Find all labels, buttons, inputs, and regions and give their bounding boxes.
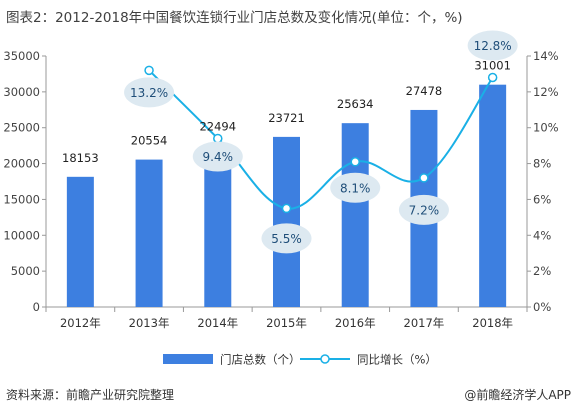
legend-label-bar: 门店总数（个） — [220, 353, 301, 367]
y-tick-right: 12% — [533, 85, 559, 99]
line-point — [487, 72, 498, 83]
x-tick-label: 2016年 — [335, 316, 376, 330]
line-point — [281, 203, 292, 214]
bar — [204, 145, 232, 307]
legend: 门店总数（个） 同比增长（%） — [163, 353, 437, 367]
line-point — [350, 157, 360, 167]
y-tick-left: 10000 — [3, 228, 40, 242]
y-tick-left: 35000 — [3, 49, 40, 63]
growth-bubble — [124, 77, 175, 108]
chart-title: 图表2：2012-2018年中国餐饮连锁行业门店总数及变化情况(单位：个，%) — [6, 10, 463, 26]
growth-line — [148, 69, 494, 210]
bar — [341, 123, 369, 307]
x-tick-label: 2012年 — [60, 316, 101, 330]
x-tick-label: 2017年 — [404, 316, 445, 330]
credit-note: @前瞻经济学人APP — [464, 388, 571, 402]
line-point — [144, 65, 154, 76]
legend-label-line: 同比增长（%） — [357, 353, 437, 367]
y-tick-left: 20000 — [3, 157, 40, 171]
growth-bubble — [467, 30, 518, 61]
y-tick-right: 2% — [533, 264, 551, 278]
y-tick-right: 6% — [533, 192, 551, 206]
data-labels: 18153 20554 22494 23721 25634 27478 31001 13.2%… — [62, 30, 518, 254]
bar — [273, 136, 300, 307]
bar — [479, 84, 507, 307]
growth-value-label: 8.1% — [340, 181, 371, 195]
growth-bubble — [398, 194, 449, 225]
axes: 0 5000 10000 15000 20000 25000 30000 35000 0% 2% 4… — [3, 49, 558, 330]
y-tick-left: 30000 — [3, 85, 40, 99]
growth-bubble — [192, 141, 243, 172]
x-tick-label: 2015年 — [266, 316, 307, 330]
bar-value-label: 27478 — [406, 84, 443, 98]
growth-value-label: 5.5% — [271, 232, 302, 246]
bar-value-label: 20554 — [131, 134, 168, 148]
x-tick-label: 2018年 — [472, 316, 513, 330]
bar-value-label: 23721 — [268, 111, 305, 125]
y-tick-left: 5000 — [11, 264, 40, 278]
x-tick-label: 2014年 — [197, 316, 238, 330]
growth-value-label: 12.8% — [474, 39, 512, 53]
bar — [66, 176, 94, 307]
bar-value-label: 22494 — [199, 120, 236, 134]
legend-swatch-bar — [163, 354, 213, 364]
line-series — [144, 65, 498, 214]
growth-value-label: 7.2% — [409, 203, 440, 217]
y-tick-right: 4% — [533, 228, 551, 242]
line-point — [213, 133, 223, 144]
y-tick-right: 8% — [533, 157, 551, 171]
line-point — [419, 173, 429, 183]
y-tick-right: 10% — [533, 121, 559, 135]
bar-value-label: 31001 — [474, 59, 511, 73]
y-tick-left: 0 — [33, 300, 40, 314]
growth-bubble — [261, 223, 312, 254]
y-tick-left: 25000 — [3, 121, 40, 135]
bar-value-label: 18153 — [62, 151, 99, 165]
bar-value-label: 25634 — [337, 97, 374, 111]
x-tick-label: 2013年 — [129, 316, 170, 330]
y-tick-left: 15000 — [3, 192, 40, 206]
growth-value-label: 13.2% — [130, 86, 168, 100]
growth-bubble — [330, 172, 381, 203]
bar — [135, 159, 163, 307]
y-tick-right: 0% — [533, 300, 551, 314]
source-note: 资料来源：前瞻产业研究院整理 — [6, 388, 175, 402]
growth-value-label: 9.4% — [203, 150, 234, 164]
legend-swatch-marker — [320, 354, 330, 364]
y-tick-right: 14% — [533, 49, 559, 63]
